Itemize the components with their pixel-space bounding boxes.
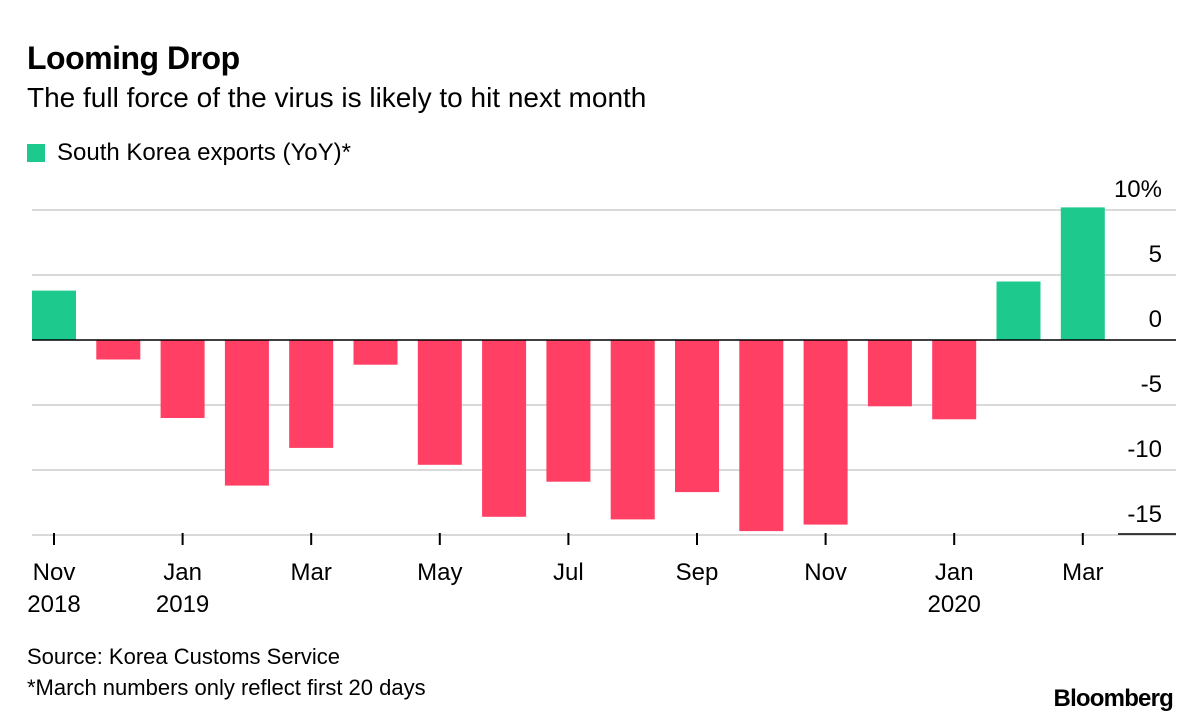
- x-tick-label: Jan: [163, 559, 202, 586]
- y-tick-label: 0: [1149, 306, 1162, 333]
- bar-mar-2019: [289, 340, 334, 448]
- legend-label: South Korea exports (YoY)*: [57, 139, 351, 166]
- bar-dec-2019: [867, 340, 912, 407]
- bar-oct-2019: [739, 340, 784, 532]
- x-tick-year-label: 2019: [156, 591, 209, 618]
- x-tick-year-label: 2020: [928, 591, 981, 618]
- x-tick-label: Nov: [804, 559, 847, 586]
- y-tick-label: -15: [1127, 501, 1162, 528]
- bar-jun-2019: [482, 340, 527, 517]
- bar-nov-2019: [803, 340, 848, 525]
- chart-title: Looming Drop: [27, 40, 240, 76]
- legend-swatch: [27, 144, 45, 162]
- bloomberg-logo: Bloomberg: [1053, 685, 1174, 712]
- bar-jan-2020: [932, 340, 977, 420]
- y-tick-label: 5: [1149, 241, 1162, 268]
- x-tick-year-label: 2018: [27, 591, 80, 618]
- x-tick-label: Jan: [935, 559, 974, 586]
- bar-nov-2018: [32, 290, 76, 340]
- chart-subtitle: The full force of the virus is likely to…: [27, 82, 647, 113]
- bar-may-2019: [417, 340, 462, 465]
- source-note: Source: Korea Customs Service: [27, 644, 341, 669]
- bar-feb-2019: [224, 340, 269, 486]
- bar-sep-2019: [675, 340, 719, 493]
- bar-jul-2019: [546, 340, 591, 482]
- bar-feb-2020: [996, 281, 1041, 340]
- bar-jan-2019: [160, 340, 205, 418]
- chart-legend: South Korea exports (YoY)*: [27, 138, 351, 168]
- y-tick-label: -5: [1141, 371, 1162, 398]
- y-tick-label: -10: [1127, 436, 1162, 463]
- x-tick-label: Mar: [1062, 559, 1103, 586]
- bar-apr-2019: [353, 340, 398, 365]
- x-tick-label: Mar: [291, 559, 332, 586]
- bar-aug-2019: [610, 340, 655, 520]
- bar-mar-2020: [1060, 207, 1105, 340]
- x-tick-label: Sep: [676, 559, 719, 586]
- footnote: *March numbers only reflect first 20 day…: [27, 675, 426, 700]
- y-tick-label: 10%: [1114, 176, 1162, 203]
- x-tick-label: Jul: [553, 559, 584, 586]
- x-tick-label: May: [417, 559, 462, 586]
- x-tick-label: Nov: [33, 559, 76, 586]
- bar-dec-2018: [96, 340, 141, 360]
